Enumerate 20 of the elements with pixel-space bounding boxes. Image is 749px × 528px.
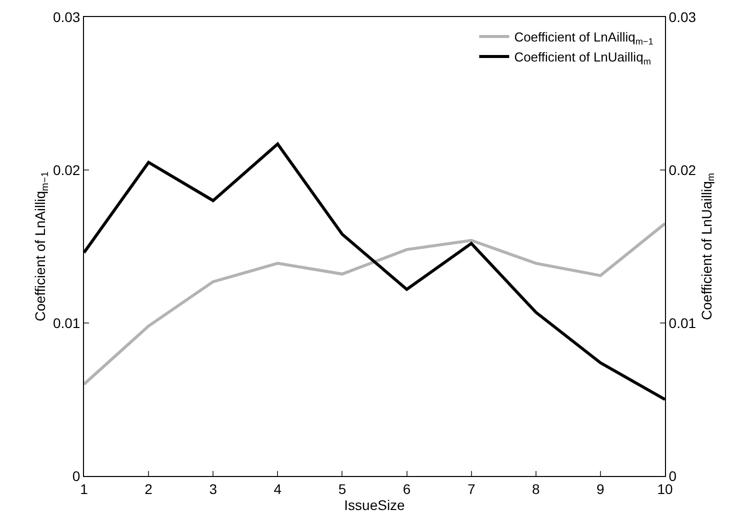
x-axis-title: IssueSize [344, 496, 406, 513]
x-tick-label: 2 [144, 480, 153, 497]
x-tick-label: 7 [467, 480, 476, 497]
legend-label: Coefficient of LnAilliq$_{m−1}$ [514, 30, 654, 46]
x-tick-label: 6 [402, 480, 411, 497]
y2-tick-label: 0.03 [668, 8, 696, 25]
x-tick-label: 4 [274, 480, 282, 497]
y2-tick-label: 0.02 [668, 162, 696, 178]
y-tick-label: 0.03 [52, 8, 80, 25]
x-tick-label: 9 [596, 480, 605, 497]
line-series [84, 222, 665, 386]
x-tick-label: 8 [532, 480, 540, 497]
y2-tick-label: 0.01 [668, 314, 696, 331]
y-tick-label: 0.02 [52, 162, 80, 178]
x-tick-label: 3 [209, 480, 218, 497]
y-tick-label: 0.01 [52, 314, 80, 331]
x-tick-label: 5 [338, 480, 346, 497]
legend-label: Coefficient of LnUailliq$_{m}$ [514, 50, 651, 66]
x-tick-label: 1 [80, 480, 88, 497]
y-tick-label: 0 [72, 468, 80, 484]
